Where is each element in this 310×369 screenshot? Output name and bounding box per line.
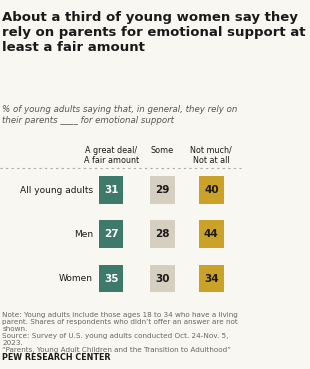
Text: 31: 31 bbox=[104, 185, 118, 195]
Text: 28: 28 bbox=[155, 229, 170, 239]
Text: About a third of young women say they
rely on parents for emotional support at
l: About a third of young women say they re… bbox=[2, 11, 306, 54]
FancyBboxPatch shape bbox=[150, 176, 175, 204]
FancyBboxPatch shape bbox=[99, 221, 123, 248]
Text: 34: 34 bbox=[204, 273, 219, 284]
Text: 44: 44 bbox=[204, 229, 219, 239]
FancyBboxPatch shape bbox=[150, 221, 175, 248]
FancyBboxPatch shape bbox=[99, 176, 123, 204]
Text: Men: Men bbox=[74, 230, 93, 239]
Text: 40: 40 bbox=[204, 185, 219, 195]
FancyBboxPatch shape bbox=[199, 176, 224, 204]
FancyBboxPatch shape bbox=[99, 265, 123, 292]
Text: PEW RESEARCH CENTER: PEW RESEARCH CENTER bbox=[2, 353, 111, 362]
Text: 30: 30 bbox=[155, 273, 170, 284]
Text: All young adults: All young adults bbox=[20, 186, 93, 194]
FancyBboxPatch shape bbox=[199, 265, 224, 292]
Text: 29: 29 bbox=[155, 185, 170, 195]
Text: Some: Some bbox=[151, 146, 174, 155]
FancyBboxPatch shape bbox=[150, 265, 175, 292]
Text: Not much/
Not at all: Not much/ Not at all bbox=[190, 146, 232, 165]
Text: A great deal/
A fair amount: A great deal/ A fair amount bbox=[84, 146, 139, 165]
Text: Note: Young adults include those ages 18 to 34 who have a living
parent. Shares : Note: Young adults include those ages 18… bbox=[2, 312, 238, 353]
Text: Women: Women bbox=[59, 274, 93, 283]
Text: % of young adults saying that, in general, they rely on
their parents ____ for e: % of young adults saying that, in genera… bbox=[2, 105, 238, 125]
FancyBboxPatch shape bbox=[199, 221, 224, 248]
Text: 27: 27 bbox=[104, 229, 118, 239]
Text: 35: 35 bbox=[104, 273, 118, 284]
